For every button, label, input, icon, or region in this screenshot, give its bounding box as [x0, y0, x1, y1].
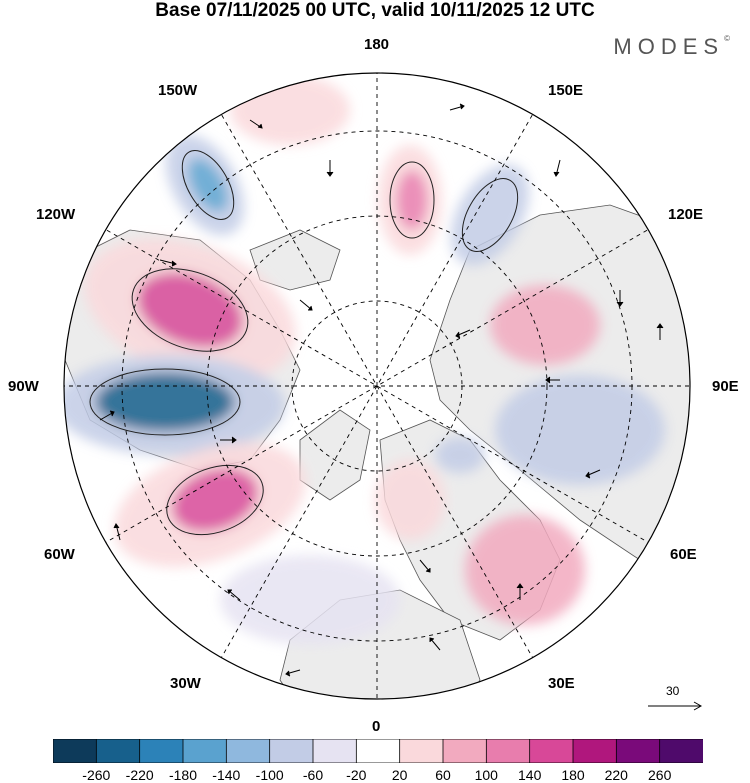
longitude-label-150w: 150W	[158, 82, 198, 99]
wind-vector	[249, 119, 263, 129]
longitude-label-30e: 30E	[548, 675, 575, 692]
wind-vector	[516, 583, 524, 600]
wind-vector	[99, 410, 115, 421]
wind-vector	[455, 329, 471, 339]
colorbar-tick-label: 260	[648, 767, 672, 783]
colorbar-swatch	[139, 739, 184, 763]
brand-name: MODES	[613, 34, 725, 59]
wind-vector	[159, 259, 177, 267]
anomaly-positive-kara	[490, 285, 600, 365]
colorbar-swatch	[615, 739, 661, 763]
colorbar-tick-label: 100	[474, 767, 498, 783]
colorbar-swatch	[53, 739, 98, 763]
anomaly-negative-central-asia	[495, 375, 665, 485]
colorbar-tick-label: 140	[518, 767, 542, 783]
anomaly-negative-atlantic	[220, 555, 400, 645]
contour-lines	[89, 150, 519, 536]
anomaly-negative-bering-core	[187, 157, 229, 213]
wind-vector	[227, 589, 241, 601]
colorbar-swatch	[95, 739, 141, 763]
wind-vector	[656, 323, 664, 340]
wind-vector	[113, 523, 121, 541]
colorbar-swatch	[529, 739, 574, 763]
anomaly-positive-mediterranean	[465, 515, 585, 625]
wind-vector	[616, 290, 624, 307]
colorbar-swatch	[355, 739, 401, 763]
colorbar-swatch	[225, 739, 271, 763]
colorbar-swatch	[269, 739, 314, 763]
colorbar-tick-label: -20	[346, 767, 367, 783]
anomaly-positive-canada-core	[136, 272, 244, 348]
map-disc	[64, 73, 690, 699]
colorbar-swatch	[572, 739, 618, 763]
wind-vector	[285, 669, 301, 677]
contour-east-siberia	[461, 178, 519, 252]
wind-vector	[119, 171, 135, 181]
colorbar-tick-label: -220	[125, 767, 154, 783]
colorbar-tick-label: 20	[391, 767, 408, 783]
anomaly-positive-siberia-core	[396, 170, 428, 230]
wind-vector	[429, 637, 441, 651]
anomaly-negative-east-siberia	[450, 164, 530, 266]
meridian-60w-120e	[102, 227, 652, 545]
wind-vector	[299, 299, 313, 311]
anomaly-positive-atlantic-core	[171, 467, 259, 533]
colorbar-tick-label: 220	[604, 767, 628, 783]
wind-vector	[326, 160, 334, 177]
contour-canada	[131, 268, 249, 352]
colorbar-tick-label: -100	[255, 767, 284, 783]
brand-logo: MODES©	[613, 34, 730, 60]
colorbar-tick-label: -180	[168, 767, 198, 783]
contour-siberia	[389, 161, 435, 239]
colorbar-swatch	[442, 739, 488, 763]
wind-vector	[449, 103, 465, 111]
wind-scale-arrow-icon	[648, 701, 703, 711]
longitude-label-60w: 60W	[44, 546, 75, 563]
longitude-label-120w: 120W	[36, 206, 76, 223]
anomaly-negative-pole	[435, 437, 485, 473]
wind-vector	[545, 376, 560, 384]
meridian-30e-150w	[219, 111, 535, 661]
contour-hudson	[89, 368, 241, 436]
colorbar-swatch	[182, 739, 228, 763]
colorbar-swatch	[659, 739, 703, 763]
colorbar-swatch	[312, 739, 358, 763]
colorbar-swatch	[399, 739, 444, 763]
longitude-label-30w: 30W	[170, 675, 201, 692]
wind-vector	[220, 436, 237, 444]
colorbar-tick-label: -60	[302, 767, 324, 783]
colorbar	[53, 739, 703, 763]
colorbar-tick-label: -140	[212, 767, 241, 783]
colorbar-swatch	[485, 739, 531, 763]
anomaly-negative-hudson-core	[95, 372, 235, 432]
map-boundary	[63, 72, 691, 700]
longitude-label-120e: 120E	[668, 206, 704, 223]
longitude-label-150e: 150E	[548, 82, 584, 99]
wind-vector	[585, 469, 601, 479]
wind-vector	[419, 559, 431, 573]
longitude-label-60e: 60E	[670, 546, 697, 563]
longitude-label-90w: 90W	[8, 378, 39, 395]
meridian-60e-120w	[102, 227, 652, 545]
map-title: Base 07/11/2025 00 UTC, valid 10/11/2025…	[155, 0, 595, 21]
anomaly-positive-scandinavia	[375, 460, 445, 540]
graticule	[64, 73, 690, 699]
wind-vectors	[99, 103, 664, 677]
contour-atlantic	[166, 464, 264, 536]
contour-bering	[181, 150, 235, 220]
longitude-label-0: 0	[372, 718, 381, 735]
colorbar-tick-label: 60	[435, 767, 451, 783]
longitude-label-90e: 90E	[712, 378, 739, 395]
wind-vector	[553, 159, 561, 177]
wind-scale-label: 30	[666, 684, 680, 698]
brand-copyright-mark: ©	[724, 34, 730, 43]
colorbar-tick-label: -260	[82, 767, 111, 783]
longitude-label-180: 180	[364, 36, 390, 53]
colorbar-tick-label: 180	[561, 767, 585, 783]
